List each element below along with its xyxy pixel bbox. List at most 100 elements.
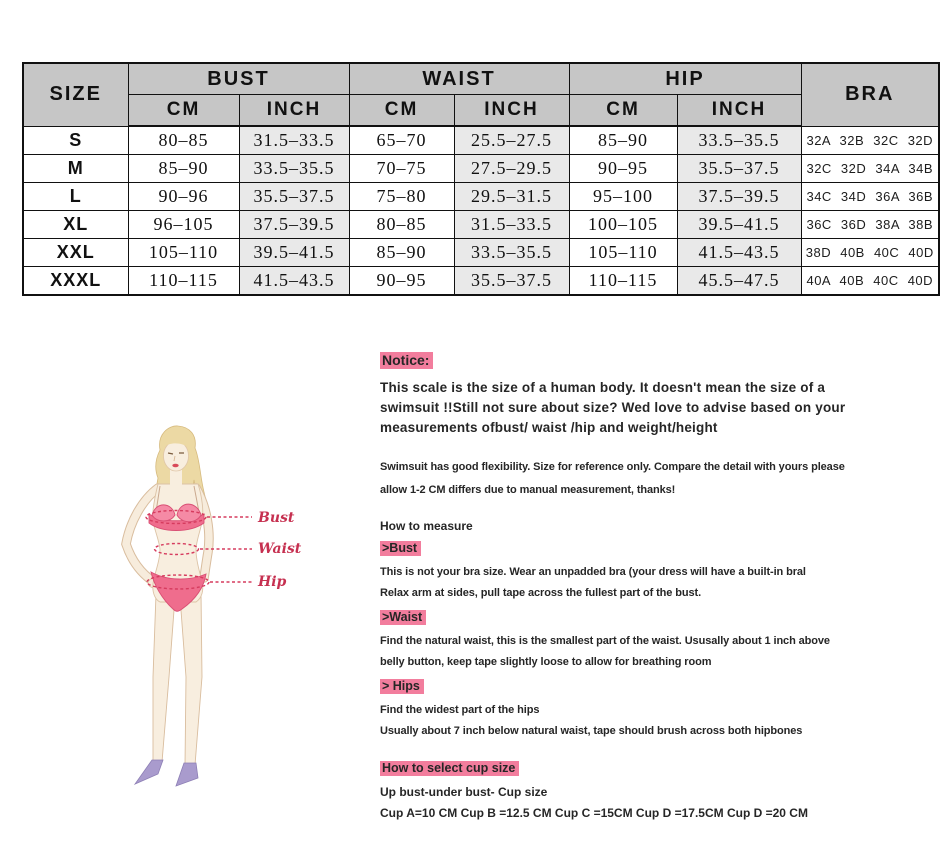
subheader-hip-inch: INCH (676, 94, 802, 127)
measurement-lines (145, 509, 252, 590)
cell-size: XXL (22, 238, 129, 267)
cell-waist-cm: 70–75 (348, 154, 455, 183)
bikini-bottom (150, 571, 207, 612)
table-row: XXXL 110–115 41.5–43.5 90–95 35.5–37.5 1… (22, 266, 940, 296)
cell-bust-inch: 39.5–41.5 (238, 238, 350, 267)
table-row: XXL 105–110 39.5–41.5 85–90 33.5–35.5 10… (22, 238, 940, 267)
measurement-figure: Bust Waist Hip (112, 422, 347, 822)
col-header-bra: BRA (800, 62, 940, 127)
cell-bra: 32A 32B 32C 32D (800, 125, 940, 155)
cell-size: XL (22, 210, 129, 239)
shoes (133, 759, 199, 787)
waist-section-heading: >Waist (380, 610, 427, 625)
bust-line (145, 509, 207, 525)
cell-hip-inch: 37.5–39.5 (676, 182, 802, 211)
bikini-top (148, 485, 205, 531)
head (163, 438, 189, 472)
cell-hip-cm: 100–105 (568, 210, 678, 239)
table-row: XL 96–105 37.5–39.5 80–85 31.5–33.5 100–… (22, 210, 940, 239)
cell-waist-inch: 31.5–33.5 (453, 210, 570, 239)
cell-waist-inch: 33.5–35.5 (453, 238, 570, 267)
cell-bust-inch: 33.5–35.5 (238, 154, 350, 183)
cup-size-line: Cup A=10 CM Cup B =12.5 CM Cup C =15CM C… (380, 806, 808, 820)
notice-text-line: This scale is the size of a human body. … (380, 380, 826, 395)
cell-hip-inch: 39.5–41.5 (676, 210, 802, 239)
table-header-row: SIZE BUST WAIST HIP BRA (22, 62, 940, 127)
cell-hip-cm: 85–90 (568, 125, 678, 155)
cell-bra: 32C 32D 34A 34B (800, 154, 940, 183)
subheader-waist-inch: INCH (453, 94, 570, 127)
subheader-waist-cm: CM (348, 94, 455, 127)
cell-size: XXXL (22, 266, 129, 296)
legs (152, 591, 203, 766)
how-to-measure-title: How to measure (380, 519, 473, 533)
cell-hip-inch: 41.5–43.5 (676, 238, 802, 267)
flexibility-text-line: allow 1-2 CM differs due to manual measu… (380, 484, 676, 496)
cell-waist-inch: 29.5–31.5 (453, 182, 570, 211)
cell-waist-cm: 65–70 (348, 125, 455, 155)
hips-instruction-line: Find the widest part of the hips (380, 704, 540, 716)
hip-line (146, 574, 210, 590)
notice-text-line: measurements ofbust/ waist /hip and weig… (380, 420, 718, 435)
waist-line (153, 542, 200, 556)
cell-hip-inch: 35.5–37.5 (676, 154, 802, 183)
cell-waist-cm: 85–90 (348, 238, 455, 267)
table-row: L 90–96 35.5–37.5 75–80 29.5–31.5 95–100… (22, 182, 940, 211)
cell-size: L (22, 182, 129, 211)
cell-waist-cm: 80–85 (348, 210, 455, 239)
arms (121, 483, 214, 589)
cell-bra: 40A 40B 40C 40D (800, 266, 940, 296)
bust-instruction-line: This is not your bra size. Wear an unpad… (380, 566, 806, 578)
cell-bust-inch: 37.5–39.5 (238, 210, 350, 239)
table-row: M 85–90 33.5–35.5 70–75 27.5–29.5 90–95 … (22, 154, 940, 183)
table-subheader-row: CM INCH CM INCH CM INCH (23, 94, 939, 127)
bust-instruction-line: Relax arm at sides, pull tape across the… (380, 587, 702, 599)
waist-instruction-line: belly button, keep tape slightly loose t… (380, 656, 712, 668)
cell-hip-cm: 90–95 (568, 154, 678, 183)
cell-size: S (22, 125, 129, 155)
cell-waist-cm: 75–80 (348, 182, 455, 211)
cell-bust-cm: 80–85 (127, 125, 240, 155)
cell-waist-inch: 35.5–37.5 (453, 266, 570, 296)
cell-bust-cm: 85–90 (127, 154, 240, 183)
col-header-hip: HIP (568, 62, 802, 95)
cell-bra: 38D 40B 40C 40D (800, 238, 940, 267)
cell-bust-cm: 105–110 (127, 238, 240, 267)
cup-size-heading: How to select cup size (380, 761, 520, 776)
subheader-bust-cm: CM (127, 94, 240, 127)
hips-section-heading: > Hips (380, 679, 424, 694)
cell-size: M (22, 154, 129, 183)
cell-waist-cm: 90–95 (348, 266, 455, 296)
cell-bust-cm: 96–105 (127, 210, 240, 239)
col-header-size: SIZE (22, 62, 129, 127)
cell-waist-inch: 25.5–27.5 (453, 125, 570, 155)
cell-bust-cm: 90–96 (127, 182, 240, 211)
waist-instruction-line: Find the natural waist, this is the smal… (380, 635, 830, 647)
subheader-bust-inch: INCH (238, 94, 350, 127)
cell-hip-cm: 105–110 (568, 238, 678, 267)
bust-section-heading: >Bust (380, 541, 422, 556)
cell-hip-cm: 110–115 (568, 266, 678, 296)
cell-bust-inch: 31.5–33.5 (238, 125, 350, 155)
bust-label: Bust (257, 510, 295, 526)
cell-hip-inch: 33.5–35.5 (676, 125, 802, 155)
cup-size-line: Up bust-under bust- Cup size (380, 785, 548, 799)
cell-bra: 34C 34D 36A 36B (800, 182, 940, 211)
size-info-text: Notice: This scale is the size of a huma… (380, 352, 950, 824)
col-header-bust: BUST (127, 62, 350, 95)
size-chart-table: SIZE BUST WAIST HIP BRA CM INCH CM INCH … (22, 62, 941, 296)
cell-waist-inch: 27.5–29.5 (453, 154, 570, 183)
body-sketch-illustration: Bust Waist Hip (121, 425, 302, 787)
notice-heading: Notice: (380, 352, 434, 369)
cell-hip-cm: 95–100 (568, 182, 678, 211)
hip-label: Hip (257, 574, 287, 590)
table-row: S 80–85 31.5–33.5 65–70 25.5–27.5 85–90 … (22, 125, 940, 155)
subheader-hip-cm: CM (568, 94, 678, 127)
cell-bust-cm: 110–115 (127, 266, 240, 296)
cell-hip-inch: 45.5–47.5 (676, 266, 802, 296)
cell-bra: 36C 36D 38A 38B (800, 210, 940, 239)
cell-bust-inch: 35.5–37.5 (238, 182, 350, 211)
flexibility-text-line: Swimsuit has good flexibility. Size for … (380, 461, 845, 473)
waist-label: Waist (258, 541, 302, 557)
notice-text-line: swimsuit !!Still not sure about size? We… (380, 400, 846, 415)
